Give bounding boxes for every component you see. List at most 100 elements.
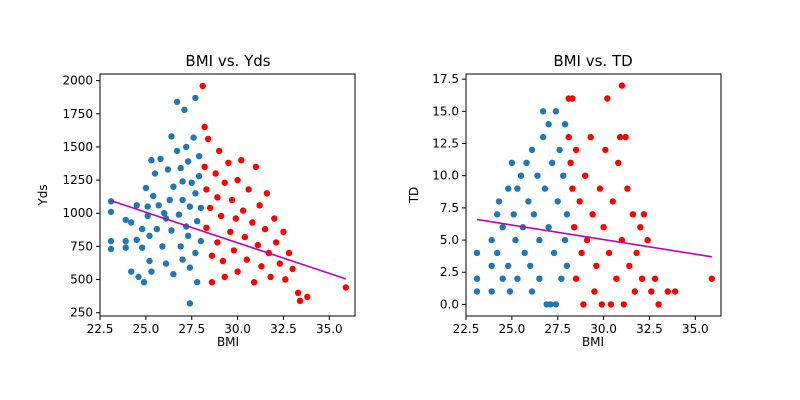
scatter-point-series-0: [184, 158, 192, 165]
y-tick-label: 1500: [62, 140, 93, 154]
y-tick-labels: 250 500 750 1000 1250 1500 1750 2000: [62, 74, 100, 320]
scatter-point-series-0: [552, 301, 560, 308]
scatter-point-series-1: [217, 212, 225, 220]
scatter-point-series-0: [139, 225, 146, 233]
y-tick-label: 12.5: [432, 137, 459, 151]
scatter-point-series-0: [195, 153, 203, 160]
scatter-point-series-0: [552, 108, 560, 115]
scatter-point-series-0: [473, 275, 481, 282]
scatter-point-series-0: [170, 271, 177, 278]
y-tick-label: 17.5: [432, 72, 459, 86]
scatter-point-series-0: [177, 164, 184, 172]
x-axis-label: BMI: [217, 335, 239, 349]
scatter-point-series-0: [505, 262, 512, 269]
scatter-point-series-1: [261, 225, 269, 233]
scatter-point-series-0: [499, 224, 506, 231]
scatter-point-series-0: [558, 275, 565, 282]
scatter-point-series-0: [192, 190, 199, 197]
scatter-point-series-1: [249, 219, 256, 226]
scatter-point-series-0: [133, 202, 140, 209]
scatter-point-series-1: [600, 224, 607, 231]
scatter-point-series-1: [629, 211, 637, 218]
scatter-point-series-0: [473, 288, 481, 295]
y-tick-label: 7.5: [440, 201, 459, 215]
scatter-point-series-1: [243, 256, 250, 263]
y-tick-label: 250: [70, 306, 93, 320]
scatter-point-series-0: [135, 273, 142, 281]
scatter-point-series-0: [186, 300, 194, 307]
scatter-point-series-0: [181, 106, 188, 114]
scatter-point-series-0: [488, 262, 495, 269]
scatter-point-series-0: [560, 172, 567, 179]
y-tick-label: 2.5: [440, 265, 459, 279]
scatter-point-series-1: [572, 275, 580, 282]
scatter-point-series-0: [545, 224, 552, 231]
x-tick-label: 35.0: [682, 322, 709, 336]
scatter-point-series-1: [214, 194, 221, 201]
scatter-point-series-0: [142, 184, 150, 192]
scatter-point-series-0: [179, 178, 186, 185]
scatter-point-series-0: [494, 211, 501, 218]
scatter-point-series-0: [139, 244, 146, 251]
scatter-point-series-0: [190, 134, 197, 141]
scatter-point-series-0: [488, 288, 495, 295]
y-tick-label: 1000: [62, 206, 93, 220]
scatter-point-series-0: [122, 237, 129, 245]
scatter-point-series-1: [238, 157, 245, 164]
scatter-point-series-1: [205, 135, 212, 143]
scatter-point-series-1: [221, 179, 228, 186]
scatter-point-series-1: [576, 198, 583, 205]
y-tick-label: 5.0: [440, 233, 459, 247]
scatter-point-series-1: [651, 275, 659, 282]
scatter-point-series-0: [561, 236, 569, 244]
scatter-point-series-0: [192, 94, 199, 102]
scatter-point-series-0: [517, 172, 525, 179]
scatter-point-series-0: [157, 155, 164, 163]
x-axis-label: BMI: [582, 335, 604, 349]
scatter-point-series-0: [144, 203, 151, 210]
scatter-point-series-1: [580, 301, 587, 308]
x-tick-labels: 22.5 25.0 27.5 30.0 32.5 35.0: [87, 316, 343, 336]
scatter-point-series-1: [208, 252, 216, 259]
scatter-point-series-0: [159, 243, 166, 250]
y-tick-label: 500: [70, 273, 93, 287]
scatter-point-series-0: [197, 204, 205, 212]
scatter-point-series-1: [591, 288, 598, 295]
scatter-point-series-1: [289, 265, 296, 273]
scatter-point-series-0: [488, 236, 495, 244]
scatter-point-series-0: [505, 185, 512, 192]
scatter-point-series-0: [128, 268, 135, 275]
y-tick-label: 10.0: [432, 169, 459, 183]
scatter-point-series-0: [528, 288, 536, 295]
scatter-point-series-1: [620, 301, 627, 308]
scatter-point-series-0: [514, 185, 521, 192]
scatter-point-series-1: [214, 239, 221, 246]
scatter-point-series-1: [241, 233, 249, 241]
x-tick-label: 35.0: [316, 322, 343, 336]
scatter-point-series-1: [227, 228, 234, 235]
scatter-point-series-1: [640, 211, 648, 218]
y-axis-label: TD: [407, 187, 421, 205]
scatter-point-series-0: [168, 133, 175, 140]
scatter-point-series-1: [671, 288, 679, 295]
scatter-point-series-1: [221, 273, 228, 281]
scatter-point-series-1: [648, 288, 655, 295]
scatter-point-series-0: [527, 262, 534, 269]
scatter-point-series-1: [239, 207, 247, 214]
scatter-point-series-0: [170, 183, 177, 190]
scatter-point-series-1: [613, 275, 620, 282]
scatter-point-series-0: [183, 143, 190, 151]
scatter-point-series-1: [219, 257, 227, 265]
scatter-point-series-0: [128, 219, 135, 226]
x-tick-labels: 22.5 25.0 27.5 30.0 32.5 35.0: [453, 316, 709, 336]
scatter-point-series-1: [294, 289, 302, 296]
scatter-point-series-0: [166, 196, 173, 204]
scatter-point-series-0: [194, 218, 201, 225]
scatter-point-series-1: [232, 215, 239, 222]
scatter-point-series-1: [655, 301, 662, 308]
scatter-point-series-0: [512, 236, 519, 244]
scatter-point-series-0: [148, 157, 155, 164]
scatter-point-series-1: [638, 275, 646, 282]
x-tick-label: 27.5: [544, 322, 571, 336]
scatter-point-series-0: [153, 225, 161, 233]
